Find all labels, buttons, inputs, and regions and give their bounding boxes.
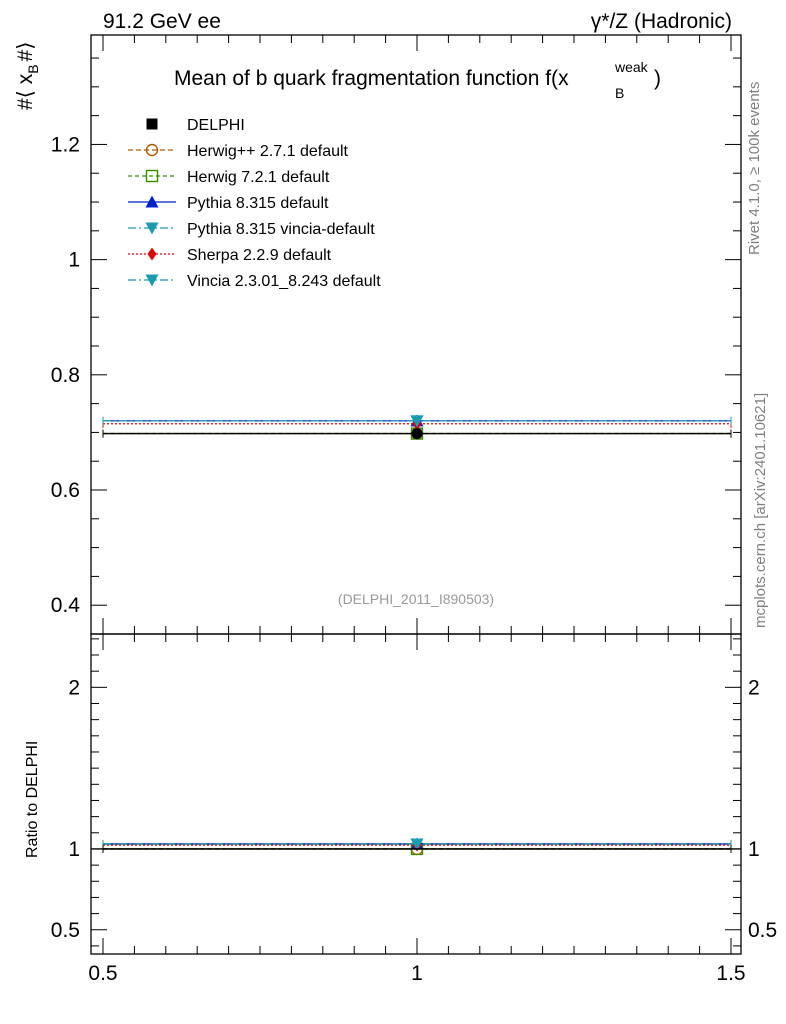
legend-item: Herwig++ 2.7.1 default [128, 143, 349, 160]
legend-label: Vincia 2.3.01_8.243 default [187, 273, 381, 290]
svg-text:weak: weak [614, 59, 649, 75]
main-series-group [102, 414, 732, 440]
x-axis: 0.5 1 1.5 [88, 35, 746, 985]
header-energy: 91.2 GeV ee [103, 10, 221, 33]
y-tick-label: 1.2 [51, 133, 80, 156]
ratio-y-tick-label: 2 [68, 676, 80, 699]
marker-triangle-down [410, 838, 424, 851]
marker-triangle-up [145, 195, 159, 208]
legend-item: Herwig 7.2.1 default [128, 169, 330, 186]
y-tick-label: 1 [68, 249, 80, 272]
legend-label: Pythia 8.315 default [187, 195, 329, 212]
legend-label: Herwig++ 2.7.1 default [187, 143, 349, 160]
legend-label: Pythia 8.315 vincia-default [187, 221, 375, 238]
marker-triangle-down [145, 222, 159, 235]
svg-text:Mean of b quark fragmentation: Mean of b quark fragmentation function f… [174, 67, 569, 90]
legend: DELPHI Herwig++ 2.7.1 default Herwig 7.2.1… [128, 117, 381, 290]
marker-square [146, 118, 158, 130]
data-point [411, 428, 423, 440]
svg-text:B: B [615, 85, 624, 101]
ratio-y-axis-title: Ratio to DELPHI [24, 741, 41, 858]
marker-circle-open [145, 143, 159, 157]
analysis-watermark: (DELPHI_2011_I890503) [338, 591, 494, 607]
marker-diamond [147, 247, 157, 261]
x-tick-label: 0.5 [88, 962, 117, 985]
ratio-y-tick-label-right: 2 [748, 676, 760, 699]
y-tick-label: 0.8 [51, 364, 80, 387]
ratio-series-group [91, 837, 741, 856]
legend-item: DELPHI [146, 117, 245, 134]
svg-text:#⟨ xB#⟩: #⟨ xB#⟩ [14, 42, 41, 110]
ratio-y-tick-label-right: 0.5 [748, 919, 777, 942]
svg-text:): ) [654, 67, 661, 90]
ratio-y-tick-label: 1 [68, 838, 80, 861]
rivet-label: Rivet 4.1.0, ≥ 100k events [746, 82, 763, 255]
legend-item: Sherpa 2.2.9 default [128, 247, 332, 264]
legend-label: DELPHI [187, 117, 245, 134]
header-process: γ*/Z (Hadronic) [591, 10, 732, 33]
main-y-axis-title: #⟨ xB#⟩ [14, 42, 41, 110]
ratio-plot-frame [90, 633, 742, 955]
main-y-axis: 0.4 0.6 0.8 1 1.2 [51, 57, 741, 635]
x-tick-label: 1.5 [716, 962, 745, 985]
legend-label: Herwig 7.2.1 default [187, 169, 330, 186]
ratio-y-tick-label: 0.5 [51, 919, 80, 942]
x-tick-label: 1 [411, 962, 423, 985]
y-tick-label: 0.6 [51, 479, 80, 502]
legend-item: Vincia 2.3.01_8.243 default [128, 273, 381, 290]
mcplots-label: mcplots.cern.ch [arXiv:2401.10621] [752, 393, 769, 628]
y-tick-label: 0.4 [51, 594, 81, 617]
legend-item: Pythia 8.315 default [128, 195, 329, 212]
marker-triangle-down [145, 274, 159, 287]
plot-title: Mean of b quark fragmentation function f… [174, 59, 661, 101]
ratio-y-tick-label-right: 1 [748, 838, 760, 861]
ratio-y-axis: 0.5 0.5 1 1 2 2 [51, 638, 777, 947]
marker-square-open [145, 169, 159, 183]
legend-label: Sherpa 2.2.9 default [187, 247, 332, 264]
legend-item: Pythia 8.315 vincia-default [128, 221, 375, 238]
marker-triangle-down [410, 415, 424, 428]
